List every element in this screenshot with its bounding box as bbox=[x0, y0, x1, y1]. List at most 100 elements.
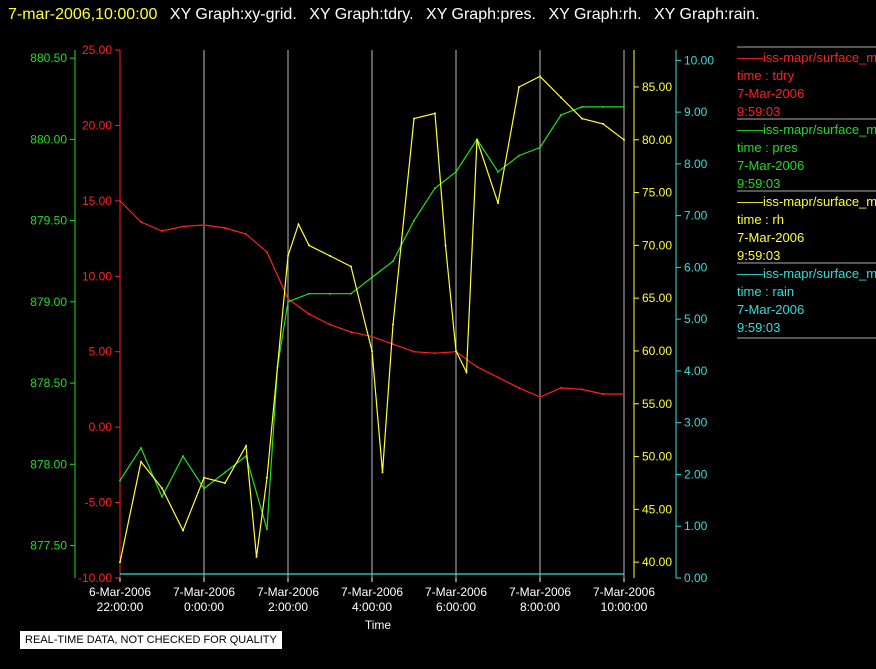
series-point-pres-4 bbox=[203, 487, 205, 490]
series-point-tdry-18 bbox=[497, 376, 499, 379]
legend-tdry-field: time : tdry bbox=[737, 68, 795, 83]
rain-tick-label-5: 5.00 bbox=[684, 312, 708, 326]
rain-tick-label-1: 1.00 bbox=[684, 519, 708, 533]
tdry-tick-label-4: 10.00 bbox=[82, 269, 112, 283]
legend-rain-time: 9:59:03 bbox=[737, 320, 780, 335]
legend-rain-series: ——iss-mapr/surface_m bbox=[737, 266, 876, 281]
series-point-pres-23 bbox=[581, 105, 583, 108]
series-point-rh-5 bbox=[224, 481, 226, 484]
rh-tick-label-8: 80.00 bbox=[642, 133, 672, 147]
series-point-pres-10 bbox=[308, 292, 310, 295]
quality-disclaimer: REAL-TIME DATA, NOT CHECKED FOR QUALITY bbox=[20, 631, 282, 649]
legend-rh-series: ——iss-mapr/surface_m bbox=[737, 194, 876, 209]
header-graph-tdry: XY Graph:tdry. bbox=[309, 6, 413, 23]
series-point-rh-8 bbox=[266, 476, 268, 479]
legend: ——iss-mapr/surface_m time : tdry 7-Mar-200… bbox=[737, 46, 876, 339]
series-point-pres-17 bbox=[455, 170, 457, 173]
series-point-rh-10 bbox=[297, 223, 300, 226]
series-point-tdry-2 bbox=[161, 230, 163, 233]
series-point-tdry-17 bbox=[476, 365, 478, 368]
series-point-pres-11 bbox=[329, 292, 331, 295]
series-point-rh-27 bbox=[581, 117, 583, 120]
series-point-rh-9 bbox=[287, 254, 289, 257]
rh-tick-label-5: 65.00 bbox=[642, 291, 672, 305]
series-point-rh-19 bbox=[444, 244, 447, 247]
series-point-tdry-0 bbox=[119, 199, 121, 202]
rain-tick-label-0: 0.00 bbox=[684, 571, 708, 585]
pres-tick-label-0: 877.50 bbox=[30, 539, 67, 553]
series-point-rh-7 bbox=[255, 555, 258, 558]
pres-tick-label-1: 878.00 bbox=[30, 457, 67, 471]
series-point-tdry-23 bbox=[602, 392, 604, 395]
pres-tick-label-3: 879.00 bbox=[30, 295, 67, 309]
x-tick-time-6: 10:00:00 bbox=[601, 600, 648, 614]
legend-tdry-date: 7-Mar-2006 bbox=[737, 86, 804, 101]
x-tick-time-0: 22:00:00 bbox=[97, 600, 144, 614]
series-point-tdry-9 bbox=[308, 313, 310, 315]
series-point-pres-2 bbox=[161, 495, 163, 498]
series-point-pres-1 bbox=[140, 447, 142, 450]
legend-rh-date: 7-Mar-2006 bbox=[737, 230, 804, 245]
series-point-rh-26 bbox=[560, 96, 562, 99]
header-graph-rain: XY Graph:rain. bbox=[654, 6, 760, 23]
series-point-rh-16 bbox=[392, 323, 394, 326]
series-point-rh-29 bbox=[623, 138, 625, 141]
rh-tick-label-6: 70.00 bbox=[642, 238, 672, 252]
legend-rh-field: time : rh bbox=[737, 212, 784, 227]
series-point-tdry-24 bbox=[623, 392, 625, 395]
series-point-tdry-4 bbox=[203, 223, 205, 226]
series-point-pres-9 bbox=[287, 300, 289, 303]
pres-tick-label-6: 880.50 bbox=[30, 51, 67, 65]
series-point-rh-21 bbox=[465, 371, 468, 374]
series-point-rh-24 bbox=[518, 85, 520, 88]
x-tick-date-1: 7-Mar-2006 bbox=[173, 585, 235, 599]
series-point-pres-5 bbox=[224, 471, 226, 474]
series-point-rh-22 bbox=[476, 138, 478, 141]
series-point-tdry-6 bbox=[245, 233, 247, 236]
plot-layer bbox=[119, 75, 625, 575]
series-point-rh-6 bbox=[245, 445, 247, 447]
series-point-rh-14 bbox=[371, 349, 373, 352]
x-axis: 6-Mar-200622:00:007-Mar-20060:00:007-Mar… bbox=[89, 578, 655, 614]
series-point-pres-0 bbox=[119, 479, 121, 482]
series-point-tdry-8 bbox=[287, 297, 289, 300]
series-point-rh-18 bbox=[434, 112, 436, 115]
series-point-rh-3 bbox=[182, 529, 184, 532]
rain-tick-label-7: 7.00 bbox=[684, 209, 708, 223]
series-point-rh-12 bbox=[329, 254, 331, 257]
legend-rain-date: 7-Mar-2006 bbox=[737, 302, 804, 317]
legend-rain-field: time : rain bbox=[737, 284, 794, 299]
series-point-tdry-19 bbox=[518, 386, 520, 389]
pres-tick-label-2: 878.50 bbox=[30, 376, 67, 390]
series-point-pres-13 bbox=[371, 276, 373, 279]
x-tick-date-2: 7-Mar-2006 bbox=[257, 585, 319, 599]
series-point-tdry-1 bbox=[140, 220, 142, 223]
x-tick-time-5: 8:00:00 bbox=[520, 600, 560, 614]
series-point-tdry-12 bbox=[371, 335, 373, 338]
series-point-rh-25 bbox=[539, 75, 541, 78]
rh-tick-label-7: 75.00 bbox=[642, 186, 672, 200]
rh-tick-label-0: 40.00 bbox=[642, 555, 672, 569]
axes-layer: 877.50 878.00 878.50 879.00 879.50 880.00 880.… bbox=[30, 43, 714, 585]
series-point-rh-1 bbox=[140, 460, 142, 463]
series-point-pres-15 bbox=[413, 219, 415, 222]
x-tick-date-0: 6-Mar-2006 bbox=[89, 585, 151, 599]
series-point-tdry-14 bbox=[413, 350, 415, 353]
series-point-rh-20 bbox=[455, 349, 457, 352]
x-axis-title: Time bbox=[365, 618, 392, 632]
tdry-tick-label-0: -10.00 bbox=[78, 571, 112, 585]
series-line-pres bbox=[119, 106, 624, 530]
grid-layer bbox=[203, 50, 625, 578]
series-point-tdry-15 bbox=[434, 352, 436, 355]
pres-tick-label-4: 879.50 bbox=[30, 214, 67, 228]
x-tick-date-5: 7-Mar-2006 bbox=[509, 585, 571, 599]
series-point-tdry-22 bbox=[581, 388, 583, 391]
series-point-tdry-10 bbox=[329, 323, 331, 326]
tdry-tick-label-6: 20.00 bbox=[82, 118, 112, 132]
legend-pres-series: ——iss-mapr/surface_m bbox=[737, 122, 876, 137]
header-graph-xy-grid: XY Graph:xy-grid. bbox=[170, 6, 297, 23]
series-point-pres-21 bbox=[539, 146, 541, 149]
series-point-pres-3 bbox=[182, 455, 184, 458]
series-point-tdry-5 bbox=[224, 227, 226, 230]
